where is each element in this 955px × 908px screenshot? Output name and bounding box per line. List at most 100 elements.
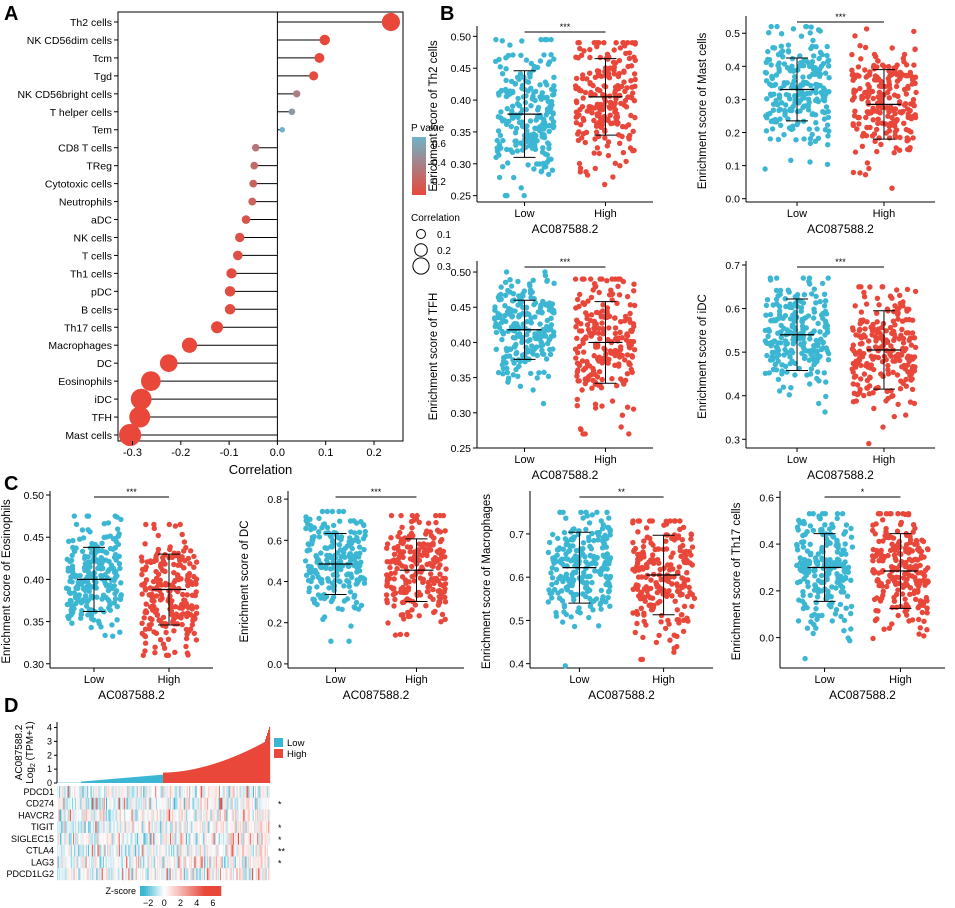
panel-c3-high-point [665, 578, 671, 584]
panel-c2-high-point [423, 603, 429, 609]
panel-c1-low-point [102, 580, 109, 587]
panel-b2-low-point [807, 30, 813, 36]
panel-d-heatmap-cell [81, 786, 83, 798]
panel-b3-high-point [608, 287, 614, 293]
panel-b2-high-point [907, 69, 913, 76]
panel-b4-low-point [780, 384, 787, 390]
panel-b2-low-point [800, 79, 807, 86]
panel-d-expression-bar [223, 760, 225, 783]
panel-c1-high-point [172, 523, 179, 529]
panel-d-heatmap-cell [161, 797, 163, 810]
panel-d-expression-bar [212, 764, 214, 783]
panel-b3-high-point [630, 406, 637, 412]
panel-c2-ytick-label-1: 0.2 [267, 618, 282, 630]
panel-b1-low-point [497, 64, 503, 70]
panel-d-heatmap-cell [86, 797, 89, 810]
panel-b1-low-point [532, 135, 538, 141]
panel-c3-low-point [594, 509, 600, 515]
panel-b2-low-point [785, 42, 792, 48]
panel-b3-high-point [624, 404, 631, 410]
panel-c1-ytick-label-1: 0.35 [24, 617, 45, 629]
panel-c1-high-point [157, 637, 164, 643]
panel-c1-low-point [114, 603, 121, 610]
panel-b1-low-point [540, 145, 546, 151]
panel-d-heatmap-cell [158, 786, 160, 798]
panel-b2-low-point [812, 71, 819, 78]
panel-b3-low-point [510, 372, 516, 378]
panel-d-heatmap-cell [268, 809, 271, 822]
panel-d-heatmap-cell [70, 809, 73, 822]
panel-c3-low-point [553, 579, 560, 586]
panel-b1-low-point [538, 36, 544, 43]
panel-d-heatmap-cell [134, 797, 137, 810]
panel-c4-low-point [833, 585, 839, 591]
panel-b4-significance-label: *** [835, 257, 846, 267]
panel-b3-low-point [498, 284, 504, 290]
panel-c4-high-point [910, 529, 916, 535]
panel-c2-low-point [314, 584, 320, 590]
panel-b1-low-point [494, 148, 501, 154]
panel-c3-low-point [605, 594, 611, 601]
panel-b3-high-point [632, 302, 638, 309]
panel-a-plot-frame [117, 11, 404, 442]
panel-c3-low-point [550, 531, 556, 538]
panel-c1-low-point [93, 558, 100, 564]
panel-c4-low-point [805, 558, 812, 564]
panel-b4-low-point [807, 381, 813, 387]
panel-b1-low-point [542, 79, 549, 85]
panel-c4-low-point [843, 605, 849, 611]
panel-d-expression-bar [112, 778, 114, 783]
panel-c1-high-point [177, 557, 183, 564]
panel-a-category-label-eosinophils: Eosinophils [58, 376, 112, 388]
panel-b1-yaxis-title: Enrichment score of Th2 cells [428, 40, 440, 192]
panel-c3-high-point [630, 610, 636, 616]
panel-b1-low-point [495, 128, 502, 134]
panel-c2-low-point [332, 552, 338, 559]
panel-b3-low-point [539, 301, 545, 307]
panel-d-expression-bar [181, 771, 183, 783]
panel-d-heatmap-cell [76, 809, 78, 822]
panel-c2-low-point [362, 528, 368, 535]
panel-d-heatmap-cell [116, 786, 118, 798]
panel-b3-low-point [546, 307, 553, 313]
panel-b2-high-point [888, 104, 894, 110]
panel-b1-high-point [630, 128, 636, 134]
panel-d-heatmap-cell [238, 797, 240, 810]
panel-c1-high-point [151, 525, 157, 532]
panel-d-heatmap-cell [170, 797, 173, 810]
panel-d-heatmap-cell [256, 786, 258, 798]
panel-c2-high-point [429, 563, 435, 569]
panel-b1-high-point [610, 174, 616, 180]
panel-b1-high-point [575, 137, 582, 144]
panel-b2-low-point [788, 157, 794, 163]
panel-d-heatmap-cell [65, 809, 67, 822]
panel-b2-low-point [775, 62, 781, 69]
panel-a-category-label-nk-cd56bright-cells: NK CD56bright cells [17, 89, 112, 101]
panel-b4-low-point [819, 280, 826, 287]
panel-c2-low-point [349, 574, 355, 580]
panel-d-expression-bar [183, 770, 185, 783]
panel-c4-low-point [838, 589, 844, 595]
panel-a-xtick-label-0: -0.3 [123, 447, 142, 459]
panel-b1-high-point [594, 68, 601, 74]
panel-b4-low-point [778, 329, 784, 335]
panel-c1-xtick-label-high: High [158, 674, 181, 686]
panel-b3-low-point [534, 335, 541, 342]
panel-d-heatmap-cell [194, 797, 196, 810]
panel-d-expression-bar [93, 780, 95, 783]
panel-d-heatmap-cell [221, 786, 223, 798]
panel-c3-low-point [593, 596, 600, 602]
panel-b3-low-point [542, 269, 548, 275]
panel-b4-high-point [895, 310, 901, 316]
panel-c3-high-point [677, 518, 683, 524]
panel-c1-low-point [105, 587, 112, 594]
panel-b3-low-point [512, 343, 518, 349]
panel-c2-low-point [310, 574, 316, 581]
panel-d-heatmap-cell [257, 786, 259, 798]
panel-d-bar-ytick-label-0: 0 [47, 778, 52, 788]
panel-d-heatmap-cell [71, 809, 74, 822]
panel-b3-low-point [519, 298, 525, 304]
panel-c4-high-point [911, 590, 917, 596]
panel-c4-low-point [841, 628, 847, 634]
panel-c1-low-point [112, 551, 119, 558]
